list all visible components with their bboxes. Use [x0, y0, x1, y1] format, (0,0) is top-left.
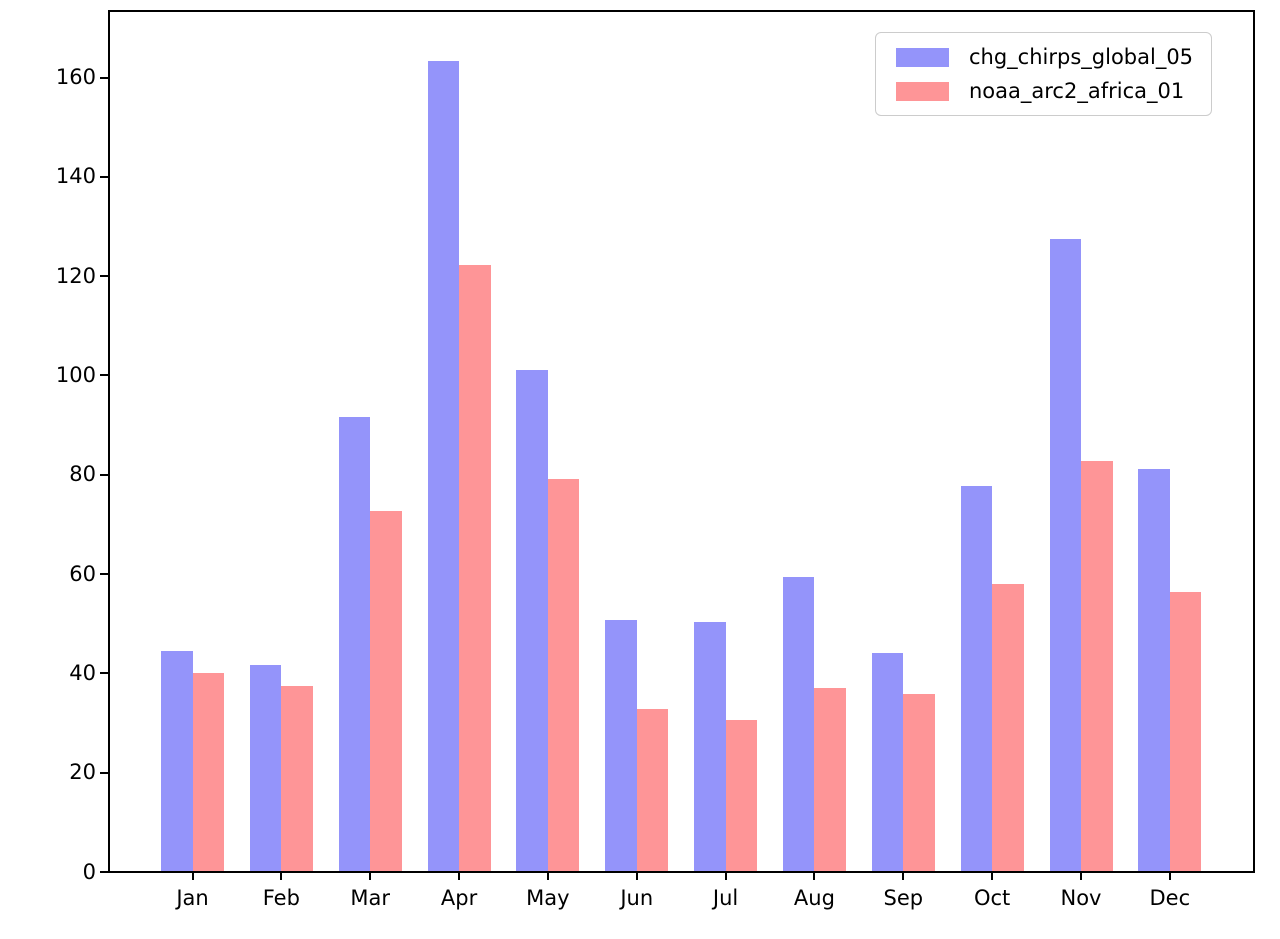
x-tick-label-jul: Jul: [712, 886, 739, 910]
y-tick-mark: [100, 473, 108, 476]
bar-noaa_arc2_africa_01-may: [547, 478, 580, 872]
x-tick-label-aug: Aug: [793, 886, 835, 910]
bar-chg_chirps_global_05-jul: [694, 621, 726, 872]
legend-label: chg_chirps_global_05: [969, 45, 1194, 69]
y-tick-mark: [100, 871, 108, 873]
x-tick-mark: [191, 872, 194, 880]
legend: chg_chirps_global_05 noaa_arc2_africa_01: [875, 32, 1213, 116]
y-tick-mark: [100, 771, 108, 774]
x-tick-label-mar: Mar: [350, 886, 390, 910]
legend-item: noaa_arc2_africa_01: [896, 79, 1193, 103]
bar-chg_chirps_global_05-may: [516, 370, 548, 872]
x-tick-label-dec: Dec: [1149, 886, 1191, 910]
bar-chg_chirps_global_05-sep: [871, 653, 904, 872]
x-tick-label-sep: Sep: [883, 886, 924, 910]
bar-chg_chirps_global_05-feb: [249, 665, 282, 872]
x-tick-mark: [1168, 872, 1171, 880]
x-tick-mark: [724, 872, 727, 880]
x-tick-mark: [635, 872, 638, 880]
bar-chg_chirps_global_05-oct: [960, 485, 993, 872]
bar-noaa_arc2_africa_01-oct: [992, 583, 1024, 872]
legend-label: noaa_arc2_africa_01: [969, 79, 1185, 103]
x-tick-mark: [458, 872, 461, 880]
y-tick-label: 120: [55, 263, 96, 288]
bar-noaa_arc2_africa_01-nov: [1081, 461, 1113, 872]
bar-noaa_arc2_africa_01-sep: [903, 693, 935, 872]
y-tick-mark: [100, 374, 108, 377]
bar-noaa_arc2_africa_01-jun: [636, 708, 669, 872]
y-tick-label: 0: [82, 859, 96, 884]
y-tick-label: 160: [55, 65, 96, 90]
x-tick-label-apr: Apr: [440, 886, 478, 910]
bar-noaa_arc2_africa_01-jan: [192, 673, 224, 872]
y-tick-label: 100: [55, 362, 96, 387]
bar-chg_chirps_global_05-dec: [1138, 468, 1170, 872]
bar-noaa_arc2_africa_01-apr: [459, 264, 491, 872]
y-tick-mark: [100, 76, 108, 79]
x-tick-mark: [1080, 872, 1082, 880]
bar-chg_chirps_global_05-nov: [1049, 239, 1081, 872]
x-tick-mark: [902, 872, 905, 880]
x-tick-mark: [546, 872, 549, 880]
x-tick-mark: [991, 872, 994, 880]
bar-noaa_arc2_africa_01-feb: [281, 685, 313, 872]
legend-item: chg_chirps_global_05: [896, 45, 1193, 69]
x-tick-label-oct: Oct: [973, 886, 1011, 910]
y-tick-mark: [100, 175, 108, 178]
bar-noaa_arc2_africa_01-mar: [370, 511, 402, 872]
bar-noaa_arc2_africa_01-aug: [814, 688, 846, 872]
y-tick-mark: [100, 573, 108, 576]
y-tick-mark: [100, 672, 108, 675]
y-tick-label: 40: [69, 660, 96, 685]
x-tick-label-jan: Jan: [176, 886, 209, 910]
bar-chg_chirps_global_05-aug: [782, 576, 815, 872]
x-tick-mark: [813, 872, 816, 880]
bar-chg_chirps_global_05-mar: [338, 417, 371, 872]
y-tick-label: 140: [55, 164, 96, 189]
bar-noaa_arc2_africa_01-jul: [725, 720, 758, 872]
x-tick-mark: [280, 872, 283, 880]
bar-chg_chirps_global_05-jan: [161, 651, 193, 872]
x-tick-label-nov: Nov: [1060, 886, 1102, 910]
bar-noaa_arc2_africa_01-dec: [1169, 591, 1202, 872]
y-tick-label: 20: [69, 760, 96, 785]
legend-swatch-blue: [896, 47, 949, 67]
bar-chg_chirps_global_05-apr: [427, 61, 460, 872]
x-tick-label-may: May: [526, 886, 570, 910]
x-tick-label-feb: Feb: [262, 886, 300, 910]
y-tick-mark: [100, 275, 108, 278]
x-tick-mark: [369, 872, 372, 880]
legend-swatch-red: [896, 81, 949, 101]
bar-chg_chirps_global_05-jun: [605, 620, 637, 872]
y-tick-label: 80: [69, 462, 96, 487]
x-tick-label-jun: Jun: [620, 886, 654, 910]
y-tick-label: 60: [69, 561, 96, 586]
